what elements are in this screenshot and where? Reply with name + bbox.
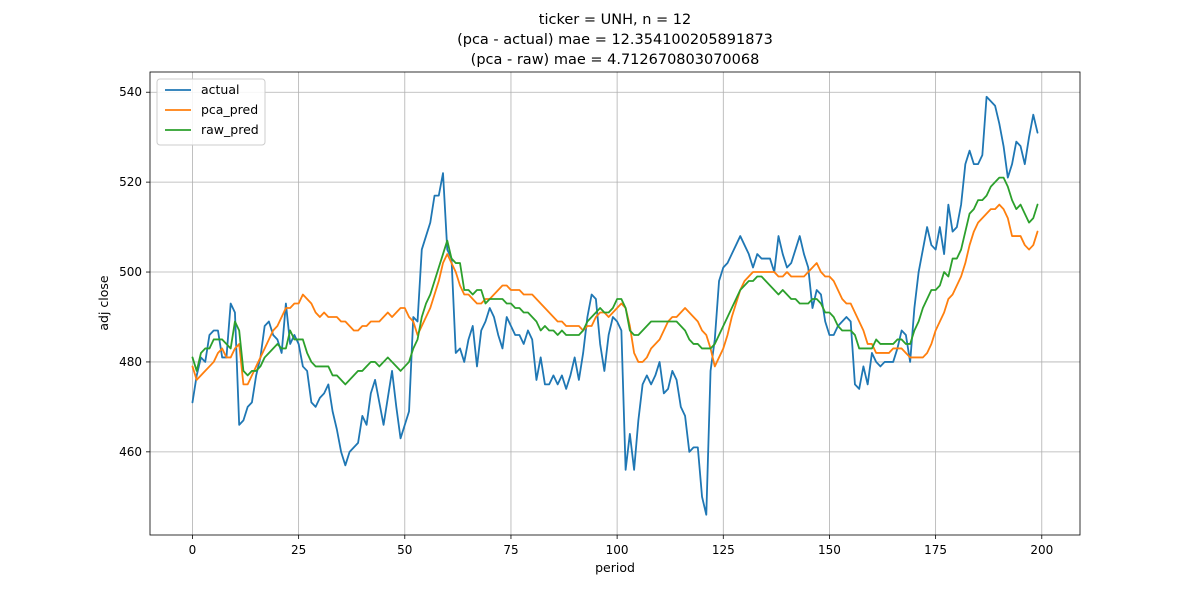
x-tick-label: 100 [606,543,629,557]
x-tick-label: 0 [189,543,197,557]
legend-label-actual: actual [201,82,240,97]
x-tick-label: 50 [397,543,412,557]
legend: actual pca_pred raw_pred [156,78,266,146]
x-tick-label: 200 [1030,543,1053,557]
legend-label-raw-pred: raw_pred [201,122,259,137]
chart-title: ticker = UNH, n = 12 (pca - actual) mae … [457,12,773,68]
x-axis-label: period [595,560,635,575]
plot-area-frame [149,71,1081,536]
y-axis-label: adj close [96,275,111,331]
y-tick-label: 520 [119,175,142,189]
legend-box [156,78,266,146]
series-line-raw-pred [191,176,1039,386]
series-line-actual [191,95,1039,516]
x-tick-label: 125 [712,543,735,557]
title-line-2: (pca - actual) mae = 12.354100205891873 [457,32,773,48]
y-tick-label: 480 [119,355,142,369]
y-tick-label: 500 [119,265,142,279]
x-tick-label: 175 [924,543,947,557]
plot-series [191,95,1039,516]
y-tick-label: 460 [119,445,142,459]
x-tick-label: 25 [291,543,306,557]
series-line-pca-pred [191,203,1039,386]
x-tick-label: 75 [503,543,518,557]
axis-ticks: 0 25 50 75 100 125 150 175 200 460 480 500 520 540 [119,85,1053,557]
title-line-3: (pca - raw) mae = 4.712670803070068 [471,52,760,68]
legend-label-pca-pred: pca_pred [201,102,258,117]
x-tick-label: 150 [818,543,841,557]
title-line-1: ticker = UNH, n = 12 [539,12,691,28]
grid [150,72,1080,535]
y-tick-label: 540 [119,85,142,99]
